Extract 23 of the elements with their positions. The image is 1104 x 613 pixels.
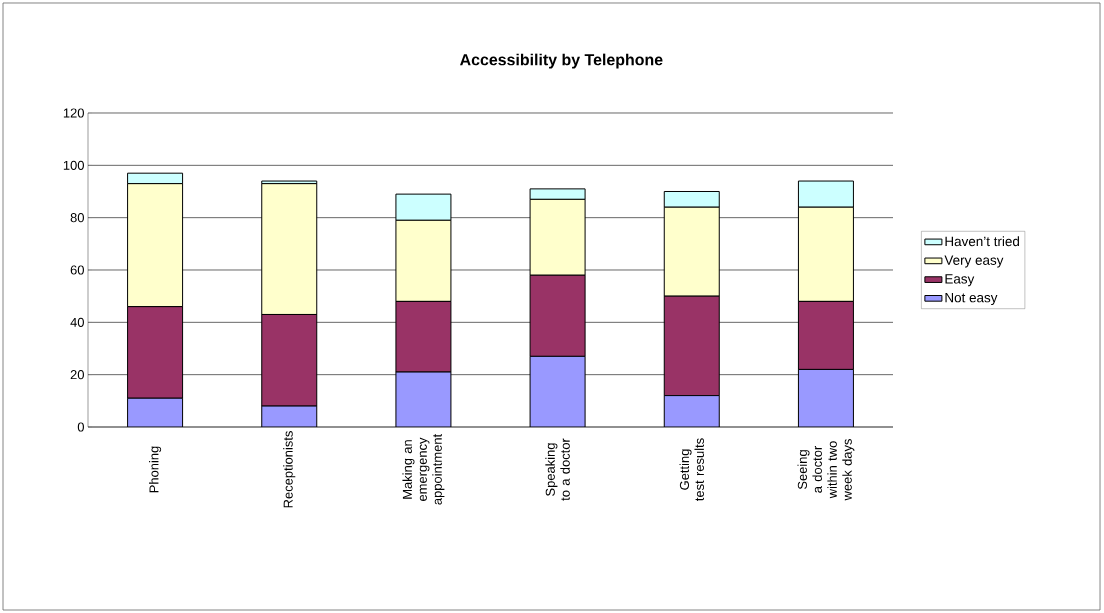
legend-label: Haven’t tried: [945, 236, 1019, 247]
y-tick-label: 120: [63, 108, 84, 118]
y-tick-label: 20: [70, 370, 84, 380]
x-tick-label: Receptionists: [283, 431, 296, 508]
legend-label: Very easy: [944, 255, 1004, 268]
legend-label: Easy: [945, 274, 975, 287]
bar: [127, 397, 184, 427]
x-tick-label: Phoning: [149, 446, 162, 493]
y-tick-label: 60: [70, 265, 84, 275]
x-tick-label: Speaking to a doctor: [545, 438, 570, 501]
bar: [663, 395, 720, 427]
y-tick-label: 0: [77, 422, 84, 432]
x-tick-label: Making an emergency appointment: [402, 433, 445, 505]
bar: [395, 371, 452, 427]
bar: [797, 368, 854, 427]
y-tick-label: 40: [70, 317, 84, 327]
chart-title: Accessibility by Telephone: [460, 53, 663, 69]
y-tick-label: 80: [70, 213, 84, 223]
y-tick-label: 100: [63, 160, 84, 170]
x-tick-label: Seeing a doctor within two week days: [797, 439, 855, 501]
legend-label: Not easy: [945, 292, 998, 306]
bar: [529, 355, 586, 427]
x-tick-label: Getting test results: [679, 438, 704, 501]
